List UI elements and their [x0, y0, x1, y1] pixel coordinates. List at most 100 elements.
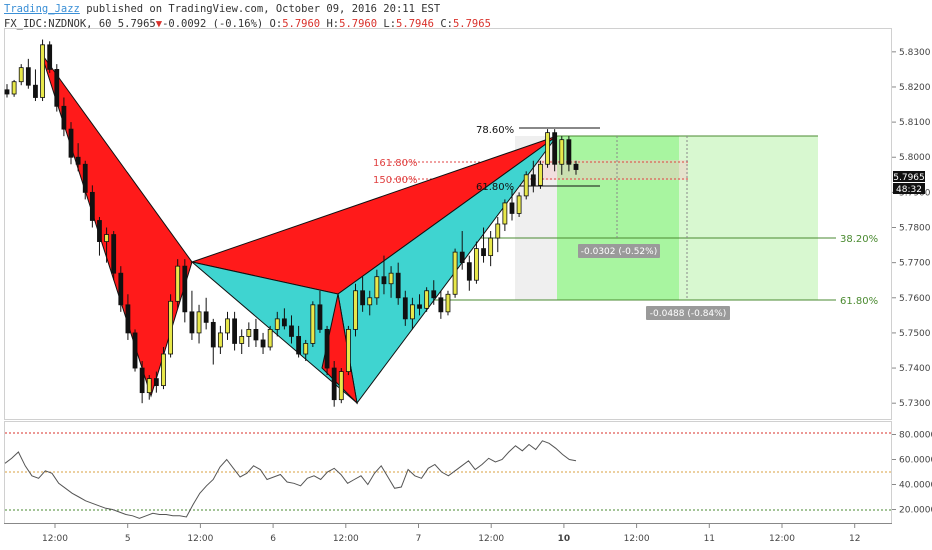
candle[interactable]	[196, 304, 202, 344]
candle[interactable]	[360, 276, 366, 312]
candle[interactable]	[516, 192, 522, 217]
rsi-axis[interactable]: 80.0000 60.0000 40.0000 20.0000	[892, 431, 932, 516]
candle[interactable]	[175, 259, 181, 309]
candle[interactable]	[232, 311, 238, 351]
candle[interactable]	[310, 301, 316, 347]
badge-2-bg	[646, 306, 730, 320]
candle[interactable]	[502, 199, 508, 232]
candle[interactable]	[239, 329, 245, 354]
candle[interactable]	[25, 58, 31, 89]
candle[interactable]	[545, 129, 550, 168]
candle[interactable]	[523, 171, 529, 200]
candle[interactable]	[438, 290, 444, 319]
candle[interactable]	[75, 143, 81, 172]
candle[interactable]	[331, 361, 337, 407]
candle[interactable]	[374, 269, 380, 305]
candle-body	[161, 353, 166, 387]
candle[interactable]	[139, 361, 145, 404]
candle[interactable]	[246, 322, 252, 347]
candle[interactable]	[289, 315, 294, 344]
candle[interactable]	[18, 64, 24, 86]
candle[interactable]	[97, 216, 102, 256]
candle[interactable]	[182, 259, 188, 323]
badge-1-text: -0.0302 (-0.52%)	[581, 247, 657, 257]
symbol-label[interactable]: FX_IDC:NZDNOK, 60	[4, 18, 112, 30]
candle[interactable]	[33, 69, 38, 102]
candle[interactable]	[452, 248, 458, 298]
candle[interactable]	[82, 160, 88, 200]
open-value: 5.7960	[282, 18, 321, 30]
candle-body	[523, 174, 529, 197]
candle[interactable]	[260, 332, 266, 354]
candle[interactable]	[146, 375, 152, 400]
candle[interactable]	[61, 97, 67, 137]
candle[interactable]	[161, 346, 166, 390]
time-axis[interactable]: 12:00 5 12:00 6 12:00 7 12:00 10 12:00 11 12:00 12	[42, 524, 860, 544]
candle[interactable]	[566, 136, 572, 172]
candle[interactable]	[338, 368, 344, 404]
candle[interactable]	[54, 64, 60, 112]
candle[interactable]	[459, 231, 465, 270]
candle[interactable]	[402, 290, 408, 326]
candle[interactable]	[324, 325, 330, 376]
candle[interactable]	[552, 129, 558, 172]
candle[interactable]	[4, 84, 10, 98]
candle[interactable]	[303, 339, 309, 362]
candle[interactable]	[388, 266, 394, 298]
candle[interactable]	[153, 371, 159, 393]
candle[interactable]	[267, 325, 273, 351]
candle[interactable]	[538, 160, 543, 189]
candle[interactable]	[381, 255, 387, 295]
candle[interactable]	[118, 266, 124, 312]
candle[interactable]	[367, 290, 373, 316]
candle[interactable]	[189, 290, 195, 340]
candle[interactable]	[410, 297, 415, 330]
candle[interactable]	[495, 216, 501, 253]
author-link[interactable]: Trading_Jazz	[4, 3, 80, 15]
candle[interactable]	[573, 160, 579, 175]
candle[interactable]	[431, 280, 437, 305]
candle[interactable]	[68, 122, 74, 165]
candle[interactable]	[47, 41, 53, 73]
candle[interactable]	[559, 136, 565, 175]
candle[interactable]	[353, 283, 358, 337]
candle[interactable]	[111, 231, 117, 281]
candle[interactable]	[210, 318, 216, 365]
candle[interactable]	[530, 160, 536, 193]
price-axis[interactable]: 5.83005.82005.81005.80005.79005.78005.77…	[892, 48, 931, 409]
candle[interactable]	[40, 39, 45, 102]
candle[interactable]	[317, 290, 323, 333]
candle-body	[353, 290, 358, 330]
candle[interactable]	[424, 287, 430, 312]
candle[interactable]	[253, 318, 259, 347]
candle[interactable]	[445, 290, 451, 316]
candle[interactable]	[296, 325, 302, 358]
candle[interactable]	[395, 262, 401, 305]
candle[interactable]	[104, 227, 109, 263]
candle[interactable]	[274, 311, 280, 337]
candle[interactable]	[488, 231, 494, 267]
candle[interactable]	[203, 297, 209, 330]
candle[interactable]	[89, 185, 95, 228]
rsi-indicator[interactable]	[4, 432, 891, 519]
candle[interactable]	[345, 325, 351, 376]
time-tick-label: 6	[270, 534, 276, 544]
candle[interactable]	[225, 311, 230, 340]
candle[interactable]	[168, 294, 173, 358]
candle[interactable]	[474, 241, 479, 284]
candle[interactable]	[11, 79, 17, 97]
projection-zones	[360, 127, 836, 301]
candle-body	[566, 139, 572, 165]
candle-body	[516, 195, 522, 214]
candle[interactable]	[509, 188, 515, 221]
candle[interactable]	[281, 308, 287, 330]
candle[interactable]	[217, 325, 223, 354]
candle[interactable]	[481, 227, 486, 263]
candle[interactable]	[417, 294, 422, 316]
candle[interactable]	[125, 294, 131, 340]
price-tick-label: 5.8300	[899, 48, 931, 58]
candlestick-series[interactable]	[4, 39, 579, 407]
candle[interactable]	[466, 255, 472, 291]
candle[interactable]	[132, 329, 138, 372]
